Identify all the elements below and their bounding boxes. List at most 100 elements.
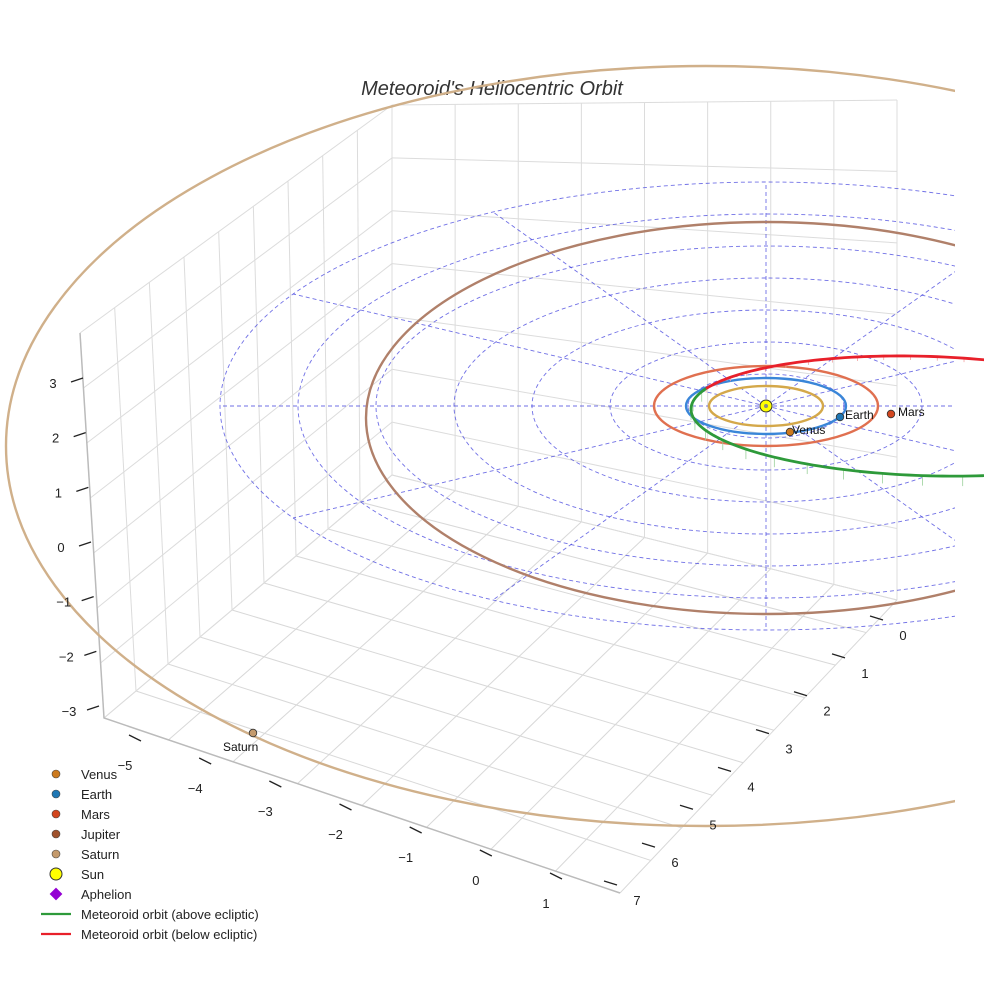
meteoroid-orbit — [689, 354, 984, 487]
ecliptic-ring — [375, 245, 955, 567]
legend-label: Meteoroid orbit (below ecliptic) — [81, 927, 257, 942]
z-tick-label: 2 — [52, 431, 59, 446]
sun-core — [764, 404, 768, 408]
floor-grid-line — [232, 505, 519, 763]
wall-grid-line — [183, 256, 201, 638]
orbit-saturn — [5, 64, 955, 828]
wall-grid-line — [218, 231, 233, 611]
wall-grid-line — [391, 474, 898, 601]
wall-grid-line — [391, 99, 898, 106]
x-tick-mark — [198, 757, 212, 765]
x-tick-label: −2 — [328, 827, 343, 842]
wall-grid-line — [100, 421, 393, 664]
legend-swatch-mars — [51, 809, 61, 819]
ecliptic-radial — [492, 211, 767, 407]
x-tick-label: −4 — [188, 781, 203, 796]
wall-grid-line — [391, 421, 898, 530]
orbit-mars — [652, 364, 880, 448]
y-tick-mark — [869, 615, 884, 621]
x-tick-label: −3 — [258, 804, 273, 819]
y-tick-mark — [717, 766, 732, 773]
box-edge — [79, 332, 621, 894]
z-tick-mark — [76, 486, 89, 492]
wall-grid-line — [391, 263, 898, 315]
wall-grid-line — [114, 307, 137, 692]
x-tick-mark — [339, 803, 352, 811]
z-tick-label: −3 — [62, 704, 77, 719]
wall-grid-line — [391, 210, 898, 244]
y-tick-mark — [755, 728, 770, 735]
planet-venus — [785, 427, 795, 437]
wall-grid-line — [83, 157, 393, 389]
x-tick-mark — [409, 826, 422, 834]
chart-title: Meteoroid's Heliocentric Orbit — [361, 78, 624, 100]
ecliptic-radial — [293, 405, 767, 519]
x-tick-mark — [549, 872, 563, 880]
y-tick-mark — [831, 653, 846, 659]
wall-grid-line — [86, 210, 393, 444]
y-tick-label: 6 — [671, 855, 678, 870]
legend-label: Saturn — [81, 847, 119, 862]
wall-grid-line — [356, 130, 361, 503]
wall-grid-line — [148, 282, 169, 665]
x-tick-mark — [128, 734, 142, 742]
y-tick-label: 1 — [861, 666, 868, 681]
wall-grid-line — [89, 263, 393, 499]
meteoroid-orbit-above — [689, 387, 984, 478]
x-tick-label: −1 — [398, 850, 413, 865]
floor-grid-line — [426, 552, 708, 828]
wall-grid-line — [103, 474, 393, 719]
orbit-venus — [707, 384, 825, 428]
wall-grid-line — [391, 315, 898, 387]
y-tick-label: 2 — [823, 704, 830, 719]
y-tick-mark — [679, 804, 694, 810]
x-tick-mark — [269, 780, 282, 788]
wall-grid-line — [322, 155, 329, 530]
legend-swatch-aphelion — [49, 887, 63, 901]
legend-label: Jupiter — [81, 827, 121, 842]
z-tick-label: 0 — [57, 540, 64, 555]
legend-swatch-venus — [51, 769, 61, 779]
x-tick-label: −5 — [118, 758, 133, 773]
planet-label-mars: Mars — [898, 405, 925, 419]
legend-label: Mars — [81, 807, 110, 822]
y-tick-label: 3 — [785, 742, 792, 757]
ecliptic-ring — [219, 181, 955, 631]
planet-orbits — [5, 64, 955, 828]
floor-grid-line — [490, 568, 772, 850]
floor-grid-line — [361, 537, 645, 806]
y-tick-mark — [793, 691, 808, 697]
legend-swatch-jupiter — [51, 829, 61, 839]
orbit-jupiter — [364, 220, 955, 616]
z-tick-label: −1 — [56, 595, 71, 610]
legend-swatch-saturn — [51, 849, 61, 859]
meteoroid-orbit-below — [705, 354, 984, 390]
axis-grid — [79, 99, 898, 894]
y-tick-mark — [603, 880, 618, 886]
ecliptic-radial — [492, 405, 767, 601]
wall-grid-line — [79, 104, 393, 334]
ecliptic-radial — [293, 293, 767, 407]
y-tick-label: 5 — [709, 817, 716, 832]
y-tick-label: 0 — [899, 628, 906, 643]
wall-grid-line — [287, 180, 297, 557]
floor-grid-line — [619, 599, 898, 894]
x-tick-label: 1 — [542, 896, 549, 911]
x-tick-label: 0 — [472, 873, 479, 888]
z-tick-mark — [73, 432, 86, 438]
planet-label-saturn: Saturn — [223, 740, 258, 754]
wall-grid-line — [96, 368, 393, 609]
legend-label: Earth — [81, 787, 112, 802]
floor-grid-line — [297, 521, 582, 784]
floor-grid-line — [555, 584, 835, 872]
planet-saturn — [248, 728, 258, 738]
legend: Venus Earth Mars Jupiter Saturn Sun Aphelion Me… — [41, 767, 259, 942]
y-tick-mark — [641, 842, 656, 848]
z-tick-mark — [70, 377, 84, 383]
wall-grid-line — [252, 206, 265, 584]
legend-label: Sun — [81, 867, 104, 882]
planet-mars — [886, 409, 896, 419]
axis-ticks: −5 −4 −3 −2 −1 0 1 0 1 2 3 4 5 6 7 −3 −2 −1 0 1 2 3 — [49, 376, 906, 911]
ecliptic-radial — [765, 360, 955, 407]
